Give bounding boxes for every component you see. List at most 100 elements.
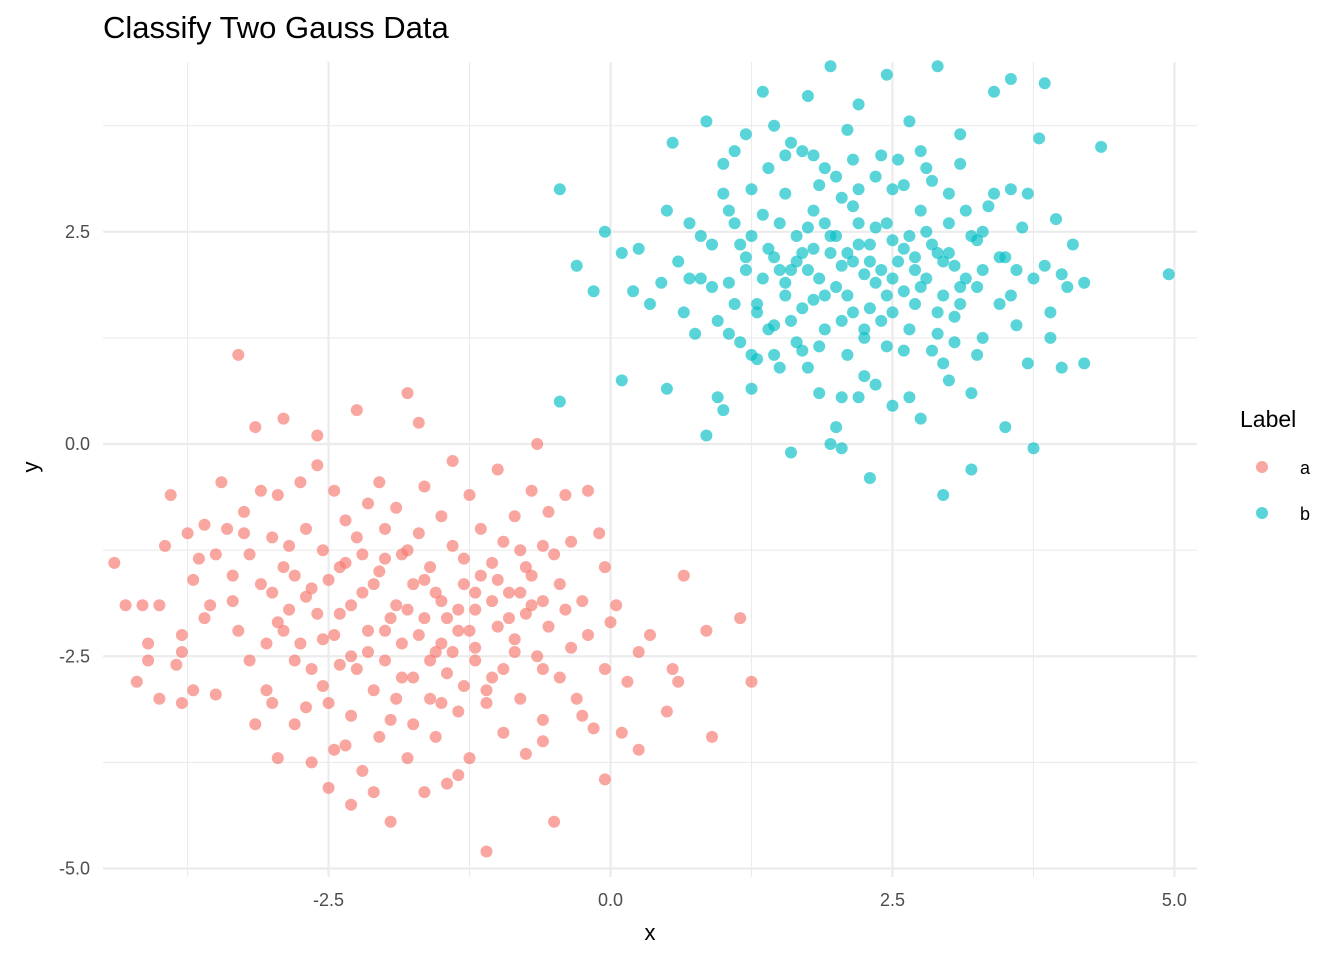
data-point-b [683, 272, 696, 285]
data-point-b [813, 387, 826, 400]
data-point-a [745, 675, 758, 688]
data-point-a [457, 552, 470, 565]
data-point-b [813, 179, 826, 192]
data-point-a [339, 514, 352, 527]
data-point-a [226, 595, 239, 608]
data-point-a [559, 489, 572, 501]
data-point-a [441, 777, 453, 790]
data-point-b [1095, 140, 1108, 153]
data-point-a [491, 620, 504, 633]
data-point-b [762, 162, 775, 175]
data-point-b [773, 264, 786, 276]
data-point-b [886, 272, 899, 285]
data-point-a [497, 663, 510, 675]
data-point-b [773, 361, 786, 374]
data-point-b [790, 336, 803, 349]
data-point-b [768, 319, 781, 332]
data-point-a [514, 586, 527, 599]
data-point-b [756, 85, 769, 98]
data-point-b [615, 247, 628, 259]
data-point-b [728, 145, 741, 158]
data-point-a [226, 569, 239, 582]
data-point-b [824, 438, 837, 450]
data-point-b [847, 200, 859, 213]
data-point-a [407, 578, 420, 591]
data-point-a [660, 705, 673, 718]
data-point-b [790, 255, 803, 268]
data-point-b [897, 242, 910, 255]
data-point-a [356, 548, 369, 561]
data-point-a [486, 595, 499, 608]
data-point-b [971, 281, 984, 293]
data-point-a [300, 522, 312, 535]
data-point-b [903, 230, 916, 242]
data-point-b [880, 217, 893, 230]
data-point-b [672, 255, 685, 268]
data-point-a [542, 505, 555, 518]
data-point-b [1027, 442, 1040, 455]
legend-title: Label [1240, 406, 1296, 432]
data-point-b [706, 238, 718, 251]
data-point-a [491, 463, 504, 476]
data-point-a [582, 629, 594, 641]
data-point-a [559, 603, 572, 616]
data-point-a [379, 522, 391, 535]
data-point-b [1078, 276, 1091, 289]
data-point-b [954, 298, 967, 310]
data-point-a [379, 654, 391, 667]
data-point-a [277, 412, 290, 425]
data-point-a [311, 607, 324, 620]
data-point-a [463, 624, 476, 637]
data-point-b [824, 247, 837, 259]
data-point-a [300, 701, 312, 714]
data-point-a [435, 510, 448, 523]
data-point-a [260, 684, 273, 697]
data-point-a [519, 561, 532, 574]
data-point-a [221, 522, 234, 535]
data-point-a [243, 654, 256, 667]
data-point-b [897, 285, 910, 298]
data-point-a [322, 781, 335, 794]
data-point-a [418, 573, 431, 586]
data-point-a [277, 561, 290, 574]
y-tick-label: 2.5 [65, 222, 90, 242]
data-point-a [503, 612, 515, 625]
legend-label-a: a [1300, 458, 1311, 478]
data-point-b [706, 281, 718, 293]
data-point-b [869, 221, 882, 234]
data-point-a [311, 459, 324, 472]
data-point-b [801, 90, 814, 102]
data-point-a [322, 573, 335, 586]
data-point-b [903, 115, 916, 128]
data-point-a [277, 624, 290, 637]
data-point-b [948, 310, 961, 323]
data-point-a [632, 743, 645, 756]
data-point-a [328, 743, 341, 756]
data-point-b [841, 289, 854, 302]
data-point-a [536, 713, 549, 726]
data-point-b [779, 289, 792, 302]
data-point-b [756, 208, 769, 221]
data-point-a [401, 752, 414, 765]
data-point-a [175, 697, 188, 709]
data-point-a [249, 718, 262, 731]
data-point-b [801, 361, 814, 374]
data-point-a [215, 476, 228, 489]
data-point-b [926, 344, 938, 357]
data-point-b [1066, 238, 1079, 251]
data-point-a [260, 637, 273, 650]
data-point-b [863, 302, 876, 315]
data-point-a [593, 527, 606, 540]
data-point-a [435, 697, 448, 709]
data-point-b [717, 404, 730, 417]
data-point-a [198, 518, 211, 531]
data-point-a [316, 544, 329, 557]
data-point-b [660, 382, 673, 395]
data-point-a [390, 692, 403, 705]
data-point-a [333, 561, 346, 574]
data-point-a [469, 586, 482, 599]
data-point-a [407, 718, 420, 731]
data-point-b [1055, 268, 1068, 281]
data-point-b [909, 264, 921, 276]
data-point-b [768, 251, 781, 264]
